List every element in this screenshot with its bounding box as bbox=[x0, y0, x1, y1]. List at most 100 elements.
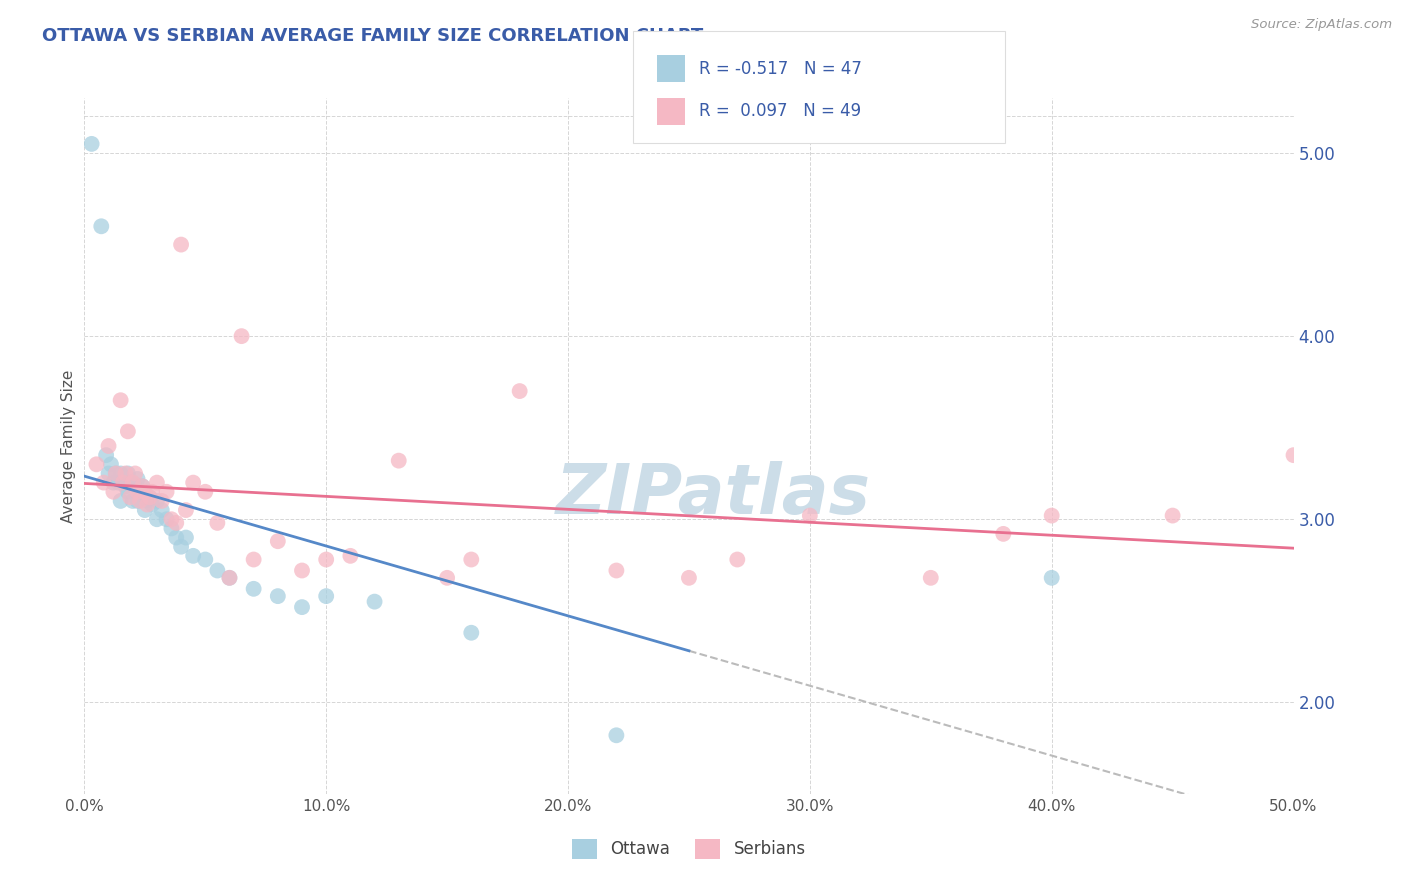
Text: Source: ZipAtlas.com: Source: ZipAtlas.com bbox=[1251, 18, 1392, 31]
Point bbox=[181, 549, 204, 563]
Legend: Ottawa, Serbians: Ottawa, Serbians bbox=[565, 832, 813, 865]
Point bbox=[160, 521, 183, 535]
Point bbox=[920, 571, 942, 585]
Point bbox=[460, 625, 482, 640]
Point bbox=[93, 475, 115, 490]
Point bbox=[799, 508, 821, 523]
Point bbox=[134, 484, 156, 499]
Point bbox=[136, 498, 159, 512]
Point bbox=[725, 552, 748, 566]
Point bbox=[114, 467, 136, 481]
Point bbox=[242, 552, 264, 566]
Point bbox=[291, 564, 314, 578]
Point bbox=[605, 564, 627, 578]
Text: R = -0.517   N = 47: R = -0.517 N = 47 bbox=[699, 60, 862, 78]
Point bbox=[678, 571, 700, 585]
Point bbox=[181, 475, 204, 490]
Point bbox=[207, 516, 229, 530]
Point bbox=[117, 425, 139, 439]
Point bbox=[170, 540, 193, 554]
Point bbox=[124, 479, 146, 493]
Point bbox=[165, 531, 187, 545]
Point bbox=[97, 439, 120, 453]
Point bbox=[114, 479, 136, 493]
Point bbox=[129, 484, 152, 499]
Point bbox=[94, 448, 117, 462]
Text: OTTAWA VS SERBIAN AVERAGE FAMILY SIZE CORRELATION CHART: OTTAWA VS SERBIAN AVERAGE FAMILY SIZE CO… bbox=[42, 27, 703, 45]
Point bbox=[218, 571, 240, 585]
Point bbox=[121, 494, 143, 508]
Point bbox=[129, 494, 152, 508]
Point bbox=[291, 600, 314, 615]
Point bbox=[110, 494, 132, 508]
Point bbox=[155, 512, 177, 526]
Point bbox=[231, 329, 253, 343]
Point bbox=[110, 393, 132, 408]
Point bbox=[174, 503, 197, 517]
Point bbox=[100, 458, 122, 472]
Point bbox=[339, 549, 361, 563]
Point bbox=[460, 552, 482, 566]
Point bbox=[146, 475, 169, 490]
Point bbox=[138, 490, 160, 504]
Point bbox=[104, 467, 127, 481]
Point bbox=[131, 479, 153, 493]
Point bbox=[146, 512, 169, 526]
Point bbox=[218, 571, 240, 585]
Point bbox=[267, 534, 290, 549]
Point bbox=[134, 503, 156, 517]
Point bbox=[165, 516, 187, 530]
Point bbox=[315, 589, 337, 603]
Point bbox=[127, 472, 149, 486]
Point bbox=[112, 475, 135, 490]
Point bbox=[110, 467, 132, 481]
Point bbox=[141, 484, 163, 499]
Point bbox=[104, 467, 127, 481]
Point bbox=[127, 484, 149, 499]
Point bbox=[117, 484, 139, 499]
Text: R =  0.097   N = 49: R = 0.097 N = 49 bbox=[699, 103, 860, 120]
Point bbox=[1040, 571, 1063, 585]
Point bbox=[103, 484, 125, 499]
Point bbox=[146, 494, 169, 508]
Point bbox=[207, 564, 229, 578]
Point bbox=[112, 475, 135, 490]
Point bbox=[1282, 448, 1305, 462]
Point bbox=[436, 571, 458, 585]
Point bbox=[124, 467, 146, 481]
Y-axis label: Average Family Size: Average Family Size bbox=[60, 369, 76, 523]
Point bbox=[242, 582, 264, 596]
Point bbox=[120, 490, 142, 504]
Point bbox=[121, 475, 143, 490]
Point bbox=[605, 728, 627, 742]
Point bbox=[136, 494, 159, 508]
Point bbox=[194, 552, 217, 566]
Point bbox=[1040, 508, 1063, 523]
Point bbox=[120, 475, 142, 490]
Point bbox=[103, 475, 125, 490]
Point bbox=[160, 512, 183, 526]
Point bbox=[121, 475, 143, 490]
Point bbox=[315, 552, 337, 566]
Point bbox=[90, 219, 112, 234]
Point bbox=[194, 484, 217, 499]
Point bbox=[150, 503, 173, 517]
Point bbox=[86, 458, 108, 472]
Point bbox=[141, 498, 163, 512]
Point bbox=[97, 467, 120, 481]
Point bbox=[150, 494, 173, 508]
Point bbox=[131, 479, 153, 493]
Point bbox=[170, 237, 193, 252]
Point bbox=[117, 467, 139, 481]
Point bbox=[363, 594, 385, 608]
Point bbox=[127, 494, 149, 508]
Point bbox=[155, 484, 177, 499]
Point bbox=[388, 453, 411, 467]
Point bbox=[138, 490, 160, 504]
Point bbox=[993, 527, 1015, 541]
Point bbox=[80, 136, 103, 151]
Point bbox=[509, 384, 531, 398]
Point bbox=[267, 589, 290, 603]
Point bbox=[134, 484, 156, 499]
Point bbox=[1161, 508, 1184, 523]
